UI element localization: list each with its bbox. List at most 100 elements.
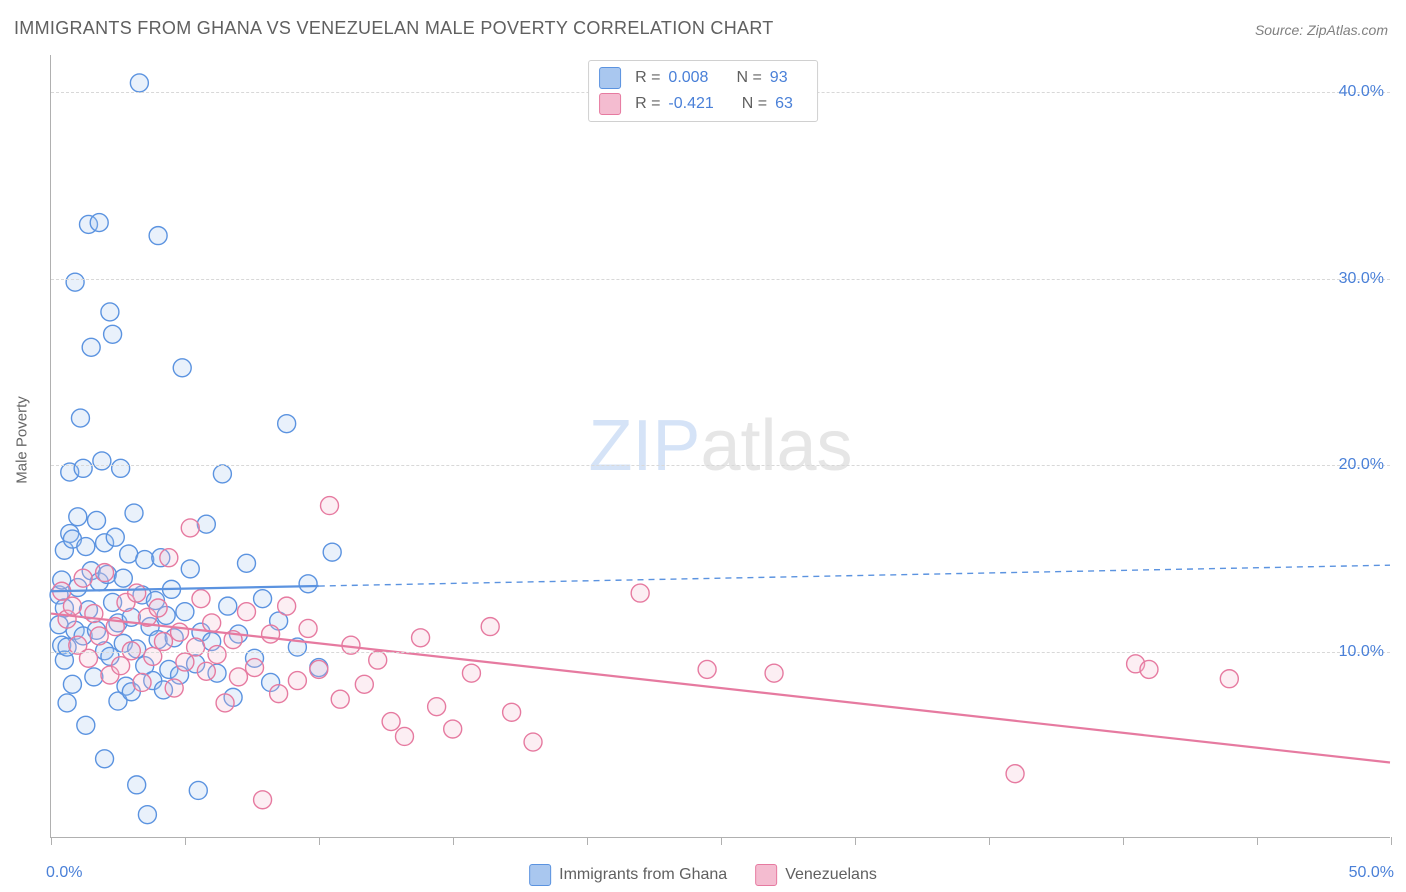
scatter-point-venez xyxy=(369,651,387,669)
scatter-point-venez xyxy=(133,673,151,691)
scatter-point-venez xyxy=(262,625,280,643)
r-value-ghana: 0.008 xyxy=(668,69,708,87)
scatter-point-ghana xyxy=(88,511,106,529)
scatter-point-venez xyxy=(462,664,480,682)
scatter-point-venez xyxy=(310,660,328,678)
scatter-point-venez xyxy=(503,703,521,721)
scatter-point-ghana xyxy=(176,603,194,621)
trendline-venez xyxy=(51,614,1390,763)
x-tick xyxy=(453,837,454,845)
stat-legend: R = 0.008 N = 93 R = -0.421 N = 63 xyxy=(588,60,818,122)
series-legend: Immigrants from Ghana Venezuelans xyxy=(529,864,877,886)
scatter-point-ghana xyxy=(93,452,111,470)
scatter-point-ghana xyxy=(173,359,191,377)
r-label: R = xyxy=(635,95,660,113)
scatter-point-venez xyxy=(254,791,272,809)
scatter-point-ghana xyxy=(77,716,95,734)
source-attribution: Source: ZipAtlas.com xyxy=(1255,22,1388,38)
scatter-point-ghana xyxy=(58,694,76,712)
scatter-point-ghana xyxy=(278,415,296,433)
scatter-point-venez xyxy=(203,614,221,632)
scatter-point-ghana xyxy=(130,74,148,92)
scatter-point-ghana xyxy=(254,590,272,608)
x-tick xyxy=(319,837,320,845)
scatter-point-ghana xyxy=(106,528,124,546)
scatter-point-venez xyxy=(197,662,215,680)
x-tick xyxy=(51,837,52,845)
x-axis-min-label: 0.0% xyxy=(46,864,82,882)
gridline-h xyxy=(51,652,1390,653)
scatter-point-venez xyxy=(524,733,542,751)
scatter-point-ghana xyxy=(74,459,92,477)
legend-label-ghana: Immigrants from Ghana xyxy=(559,866,727,884)
scatter-point-ghana xyxy=(138,806,156,824)
scatter-point-ghana xyxy=(101,303,119,321)
swatch-ghana xyxy=(599,67,621,89)
x-tick xyxy=(1123,837,1124,845)
scatter-point-ghana xyxy=(197,515,215,533)
scatter-point-ghana xyxy=(104,325,122,343)
scatter-point-ghana xyxy=(71,409,89,427)
scatter-point-venez xyxy=(331,690,349,708)
x-axis-max-label: 50.0% xyxy=(1349,864,1394,882)
scatter-point-ghana xyxy=(82,338,100,356)
scatter-point-venez xyxy=(63,597,81,615)
scatter-point-venez xyxy=(412,629,430,647)
scatter-point-venez xyxy=(229,668,247,686)
scatter-point-venez xyxy=(246,659,264,677)
scatter-point-venez xyxy=(1140,660,1158,678)
scatter-point-ghana xyxy=(112,459,130,477)
y-tick-label: 20.0% xyxy=(1339,456,1384,474)
scatter-point-ghana xyxy=(85,668,103,686)
scatter-point-venez xyxy=(396,727,414,745)
scatter-point-venez xyxy=(187,638,205,656)
plot-svg xyxy=(51,55,1390,837)
scatter-point-venez xyxy=(165,679,183,697)
n-value-ghana: 93 xyxy=(770,69,788,87)
scatter-point-venez xyxy=(270,685,288,703)
y-tick-label: 10.0% xyxy=(1339,643,1384,661)
scatter-point-venez xyxy=(355,675,373,693)
scatter-point-ghana xyxy=(213,465,231,483)
scatter-point-ghana xyxy=(181,560,199,578)
scatter-point-ghana xyxy=(149,227,167,245)
scatter-point-venez xyxy=(96,564,114,582)
scatter-point-ghana xyxy=(299,575,317,593)
scatter-point-ghana xyxy=(63,675,81,693)
x-tick xyxy=(989,837,990,845)
scatter-point-ghana xyxy=(323,543,341,561)
scatter-point-venez xyxy=(149,599,167,617)
scatter-point-venez xyxy=(765,664,783,682)
scatter-point-ghana xyxy=(136,551,154,569)
r-label: R = xyxy=(635,69,660,87)
gridline-h xyxy=(51,279,1390,280)
scatter-point-venez xyxy=(74,569,92,587)
scatter-point-venez xyxy=(160,549,178,567)
scatter-point-venez xyxy=(238,603,256,621)
scatter-point-venez xyxy=(382,713,400,731)
swatch-venez xyxy=(599,93,621,115)
plot-area: ZIPatlas 10.0%20.0%30.0%40.0% xyxy=(50,55,1390,838)
scatter-point-ghana xyxy=(189,781,207,799)
scatter-point-venez xyxy=(208,646,226,664)
scatter-point-venez xyxy=(171,623,189,641)
scatter-point-venez xyxy=(154,633,172,651)
scatter-point-venez xyxy=(128,584,146,602)
x-tick xyxy=(855,837,856,845)
trendline-dash-ghana xyxy=(319,565,1390,586)
scatter-point-venez xyxy=(299,619,317,637)
scatter-point-venez xyxy=(90,627,108,645)
x-tick xyxy=(1391,837,1392,845)
scatter-point-venez xyxy=(1220,670,1238,688)
scatter-point-venez xyxy=(1006,765,1024,783)
stat-row-ghana: R = 0.008 N = 93 xyxy=(599,65,807,91)
scatter-point-venez xyxy=(698,660,716,678)
scatter-point-ghana xyxy=(77,538,95,556)
stat-row-venez: R = -0.421 N = 63 xyxy=(599,91,807,117)
y-tick-label: 30.0% xyxy=(1339,270,1384,288)
scatter-point-ghana xyxy=(238,554,256,572)
scatter-point-venez xyxy=(481,618,499,636)
scatter-point-venez xyxy=(192,590,210,608)
n-value-venez: 63 xyxy=(775,95,793,113)
swatch-venez xyxy=(755,864,777,886)
